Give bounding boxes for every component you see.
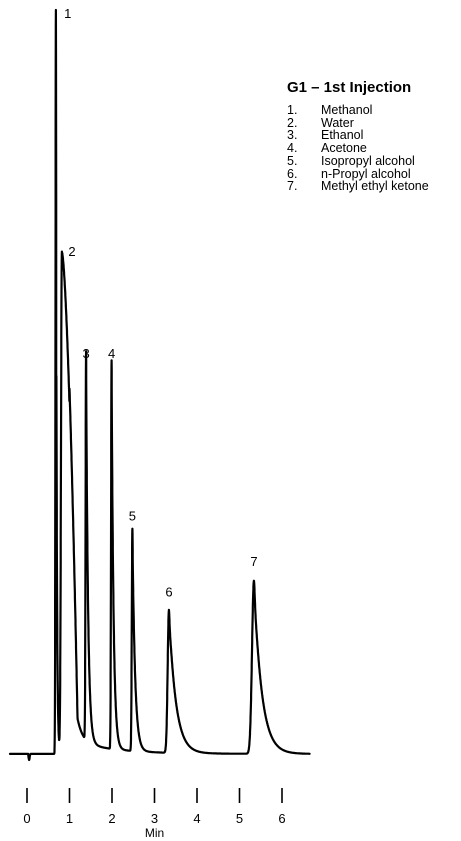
legend-item: 3. Ethanol — [287, 129, 429, 142]
legend-item-label: Methyl ethyl ketone — [321, 179, 429, 194]
legend-item-label: n-Propyl alcohol — [321, 166, 411, 181]
legend-item: 7. Methyl ethyl ketone — [287, 180, 429, 193]
legend-item-number: 2. — [287, 115, 298, 130]
legend-item-number: 3. — [287, 128, 298, 143]
peak-label-1: 1 — [64, 6, 71, 21]
legend-item: 1. Methanol — [287, 104, 429, 117]
peak-label-6: 6 — [165, 584, 172, 599]
legend-item-label: Methanol — [321, 103, 373, 117]
peak-label-3: 3 — [82, 346, 89, 361]
chromatogram-trace — [8, 8, 311, 762]
legend-item-number: 6. — [287, 166, 298, 181]
x-tick-label: 5 — [236, 811, 243, 826]
peak-label-4: 4 — [108, 346, 115, 361]
legend-item-number: 5. — [287, 153, 298, 168]
legend-item: 5. Isopropyl alcohol — [287, 153, 429, 168]
x-tick-label: 6 — [278, 811, 285, 826]
legend-item-number: 7. — [287, 179, 298, 194]
legend-item: 4. Acetone — [287, 142, 429, 155]
x-tick-label: 0 — [23, 811, 30, 826]
x-axis-title: Min — [145, 826, 164, 840]
legend-title: G1 – 1st Injection — [287, 79, 412, 96]
legend-item: 6. n-Propyl alcohol — [287, 166, 429, 181]
x-tick-label: 2 — [108, 811, 115, 826]
peak-label-2: 2 — [68, 244, 75, 259]
peak-label-7: 7 — [250, 554, 257, 569]
x-tick-label: 4 — [193, 811, 200, 826]
legend-item-label: Ethanol — [321, 128, 364, 143]
peak-label-5: 5 — [129, 509, 136, 524]
peak-labels: 1 2 3 4 5 6 7 — [64, 6, 257, 599]
legend-item-label: Isopropyl alcohol — [321, 153, 415, 168]
legend-item: 2. Water — [287, 115, 429, 130]
legend-item-number: 1. — [287, 103, 298, 117]
legend: G1 – 1st Injection 1. Methanol 2. Water 3.… — [287, 79, 429, 193]
legend-item-number: 4. — [287, 141, 298, 156]
x-tick-label: 1 — [66, 811, 73, 826]
legend-item-label: Acetone — [321, 141, 367, 156]
x-axis: 0 1 2 3 4 5 6 — [23, 788, 286, 826]
legend-item-label: Water — [321, 115, 354, 130]
x-tick-label: 3 — [151, 811, 158, 826]
legend-list: 1. Methanol 2. Water 3. Ethanol 4. Acetone 5… — [287, 104, 429, 193]
